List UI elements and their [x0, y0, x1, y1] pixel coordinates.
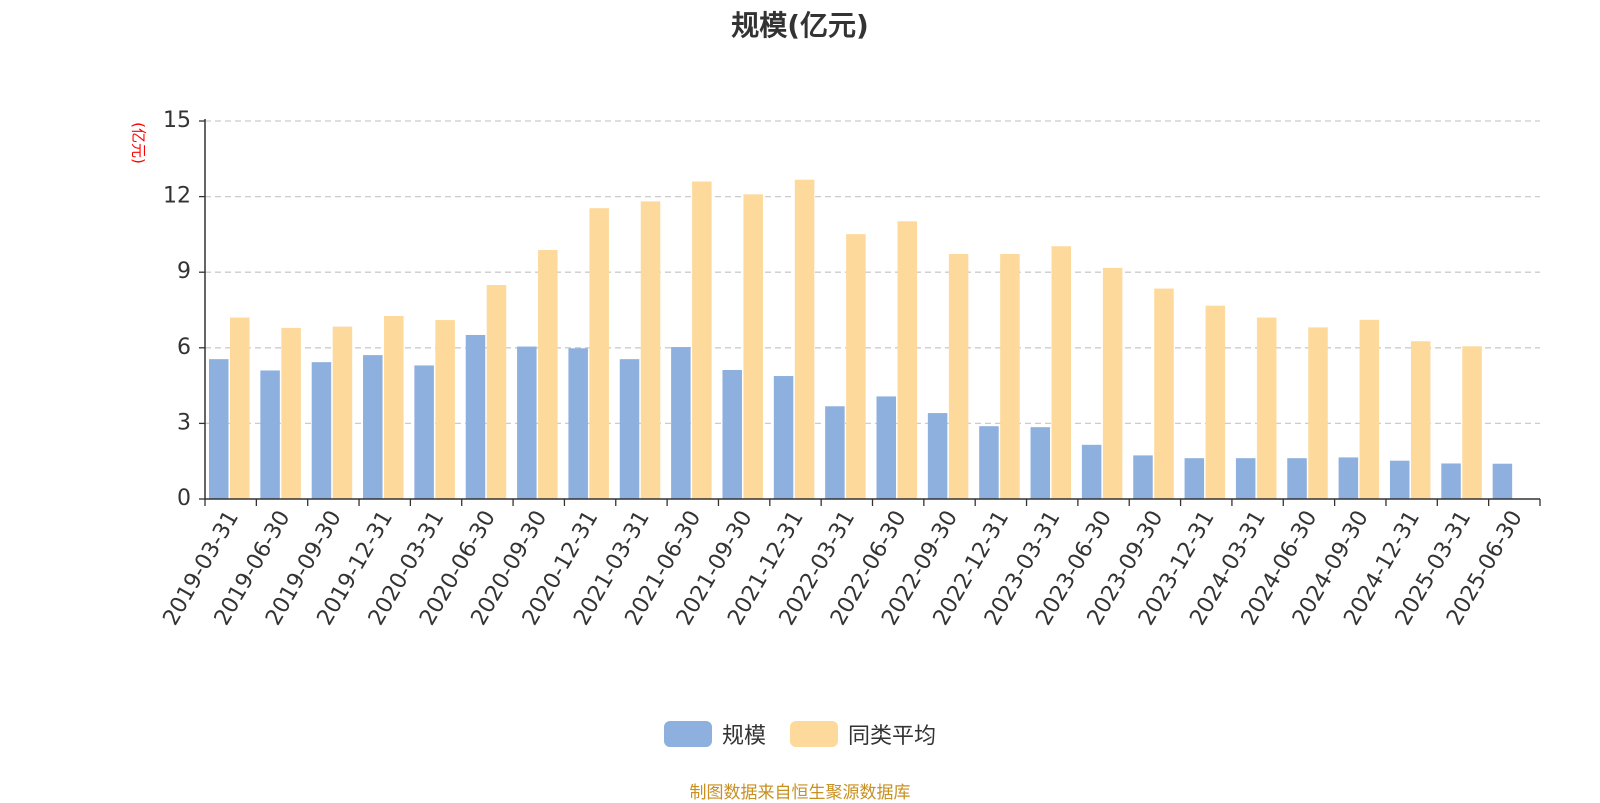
bar-scale[interactable] [1287, 458, 1307, 499]
bar-scale[interactable] [671, 347, 691, 499]
legend-item-scale[interactable]: 规模 [663, 718, 766, 750]
bar-peer-average[interactable] [230, 317, 250, 499]
bar-peer-average[interactable] [948, 254, 969, 499]
bar-peer-average[interactable] [384, 316, 404, 499]
bar-peer-average[interactable] [1051, 246, 1072, 499]
bar-scale[interactable] [619, 359, 640, 499]
bar-scale[interactable] [1389, 460, 1410, 499]
bar-peer-average[interactable] [538, 250, 558, 499]
bar-scale[interactable] [979, 426, 999, 499]
bar-peer-average[interactable] [897, 221, 918, 499]
bar-scale[interactable] [311, 362, 332, 499]
bar-scale[interactable] [773, 376, 794, 499]
bar-scale[interactable] [517, 346, 537, 499]
bar-scale[interactable] [927, 413, 948, 499]
bar-peer-average[interactable] [794, 179, 815, 499]
y-tick-label: 3 [177, 410, 191, 435]
bar-peer-average[interactable] [743, 194, 763, 499]
bar-chart: 036912152019-03-312019-06-302019-09-3020… [130, 108, 1541, 630]
bar-scale[interactable] [1235, 458, 1256, 499]
y-tick-label: 0 [177, 486, 191, 511]
y-tick-label: 9 [177, 259, 191, 284]
bar-peer-average[interactable] [281, 327, 301, 499]
bar-peer-average[interactable] [1154, 288, 1174, 499]
grid-lines [205, 120, 1540, 425]
bar-peer-average[interactable] [435, 320, 455, 499]
bar-peer-average[interactable] [1205, 305, 1226, 499]
bar-scale[interactable] [414, 365, 434, 499]
bar-scale[interactable] [1030, 427, 1051, 499]
bar-peer-average[interactable] [1462, 346, 1482, 499]
chart-title: 规模(亿元) [731, 9, 869, 42]
legend-swatch-scale [663, 721, 712, 747]
bar-peer-average[interactable] [486, 285, 507, 499]
bar-scale[interactable] [209, 359, 229, 499]
bar-scale[interactable] [465, 334, 486, 499]
bar-peer-average[interactable] [1308, 327, 1328, 499]
legend-label-peer-average: 同类平均 [848, 724, 937, 749]
bar-scale[interactable] [1081, 444, 1102, 499]
legend-item-peer-average[interactable]: 同类平均 [790, 718, 936, 750]
y-axis-label: (亿元) [130, 122, 148, 164]
bar-scale[interactable] [260, 370, 280, 499]
bar-peer-average[interactable] [1359, 319, 1380, 499]
bar-peer-average[interactable] [1102, 267, 1123, 499]
legend: 规模 同类平均 [0, 718, 1600, 750]
bar-scale[interactable] [825, 406, 845, 499]
bars [209, 179, 1513, 500]
bar-scale[interactable] [1441, 463, 1461, 499]
bar-peer-average[interactable] [846, 234, 866, 499]
bar-peer-average[interactable] [332, 326, 353, 499]
bar-scale[interactable] [1492, 463, 1513, 499]
legend-label-scale: 规模 [721, 724, 766, 749]
y-tick-label: 15 [163, 108, 191, 133]
bar-peer-average[interactable] [1256, 317, 1277, 499]
y-tick-label: 12 [163, 184, 191, 209]
bar-peer-average[interactable] [692, 181, 712, 500]
bar-scale[interactable] [1184, 458, 1205, 499]
y-tick-label: 6 [177, 335, 191, 360]
bar-scale[interactable] [1133, 455, 1153, 499]
bar-scale[interactable] [722, 369, 742, 499]
source-note: 制图数据来自恒生聚源数据库 [689, 783, 911, 803]
bar-peer-average[interactable] [589, 208, 609, 499]
bar-scale[interactable] [363, 355, 383, 499]
bar-peer-average[interactable] [1410, 341, 1431, 499]
bar-scale[interactable] [568, 348, 588, 499]
bar-scale[interactable] [876, 396, 897, 499]
bar-peer-average[interactable] [1000, 254, 1020, 499]
bar-scale[interactable] [1338, 457, 1359, 499]
legend-swatch-peer-average [790, 721, 838, 747]
bar-peer-average[interactable] [640, 201, 661, 499]
